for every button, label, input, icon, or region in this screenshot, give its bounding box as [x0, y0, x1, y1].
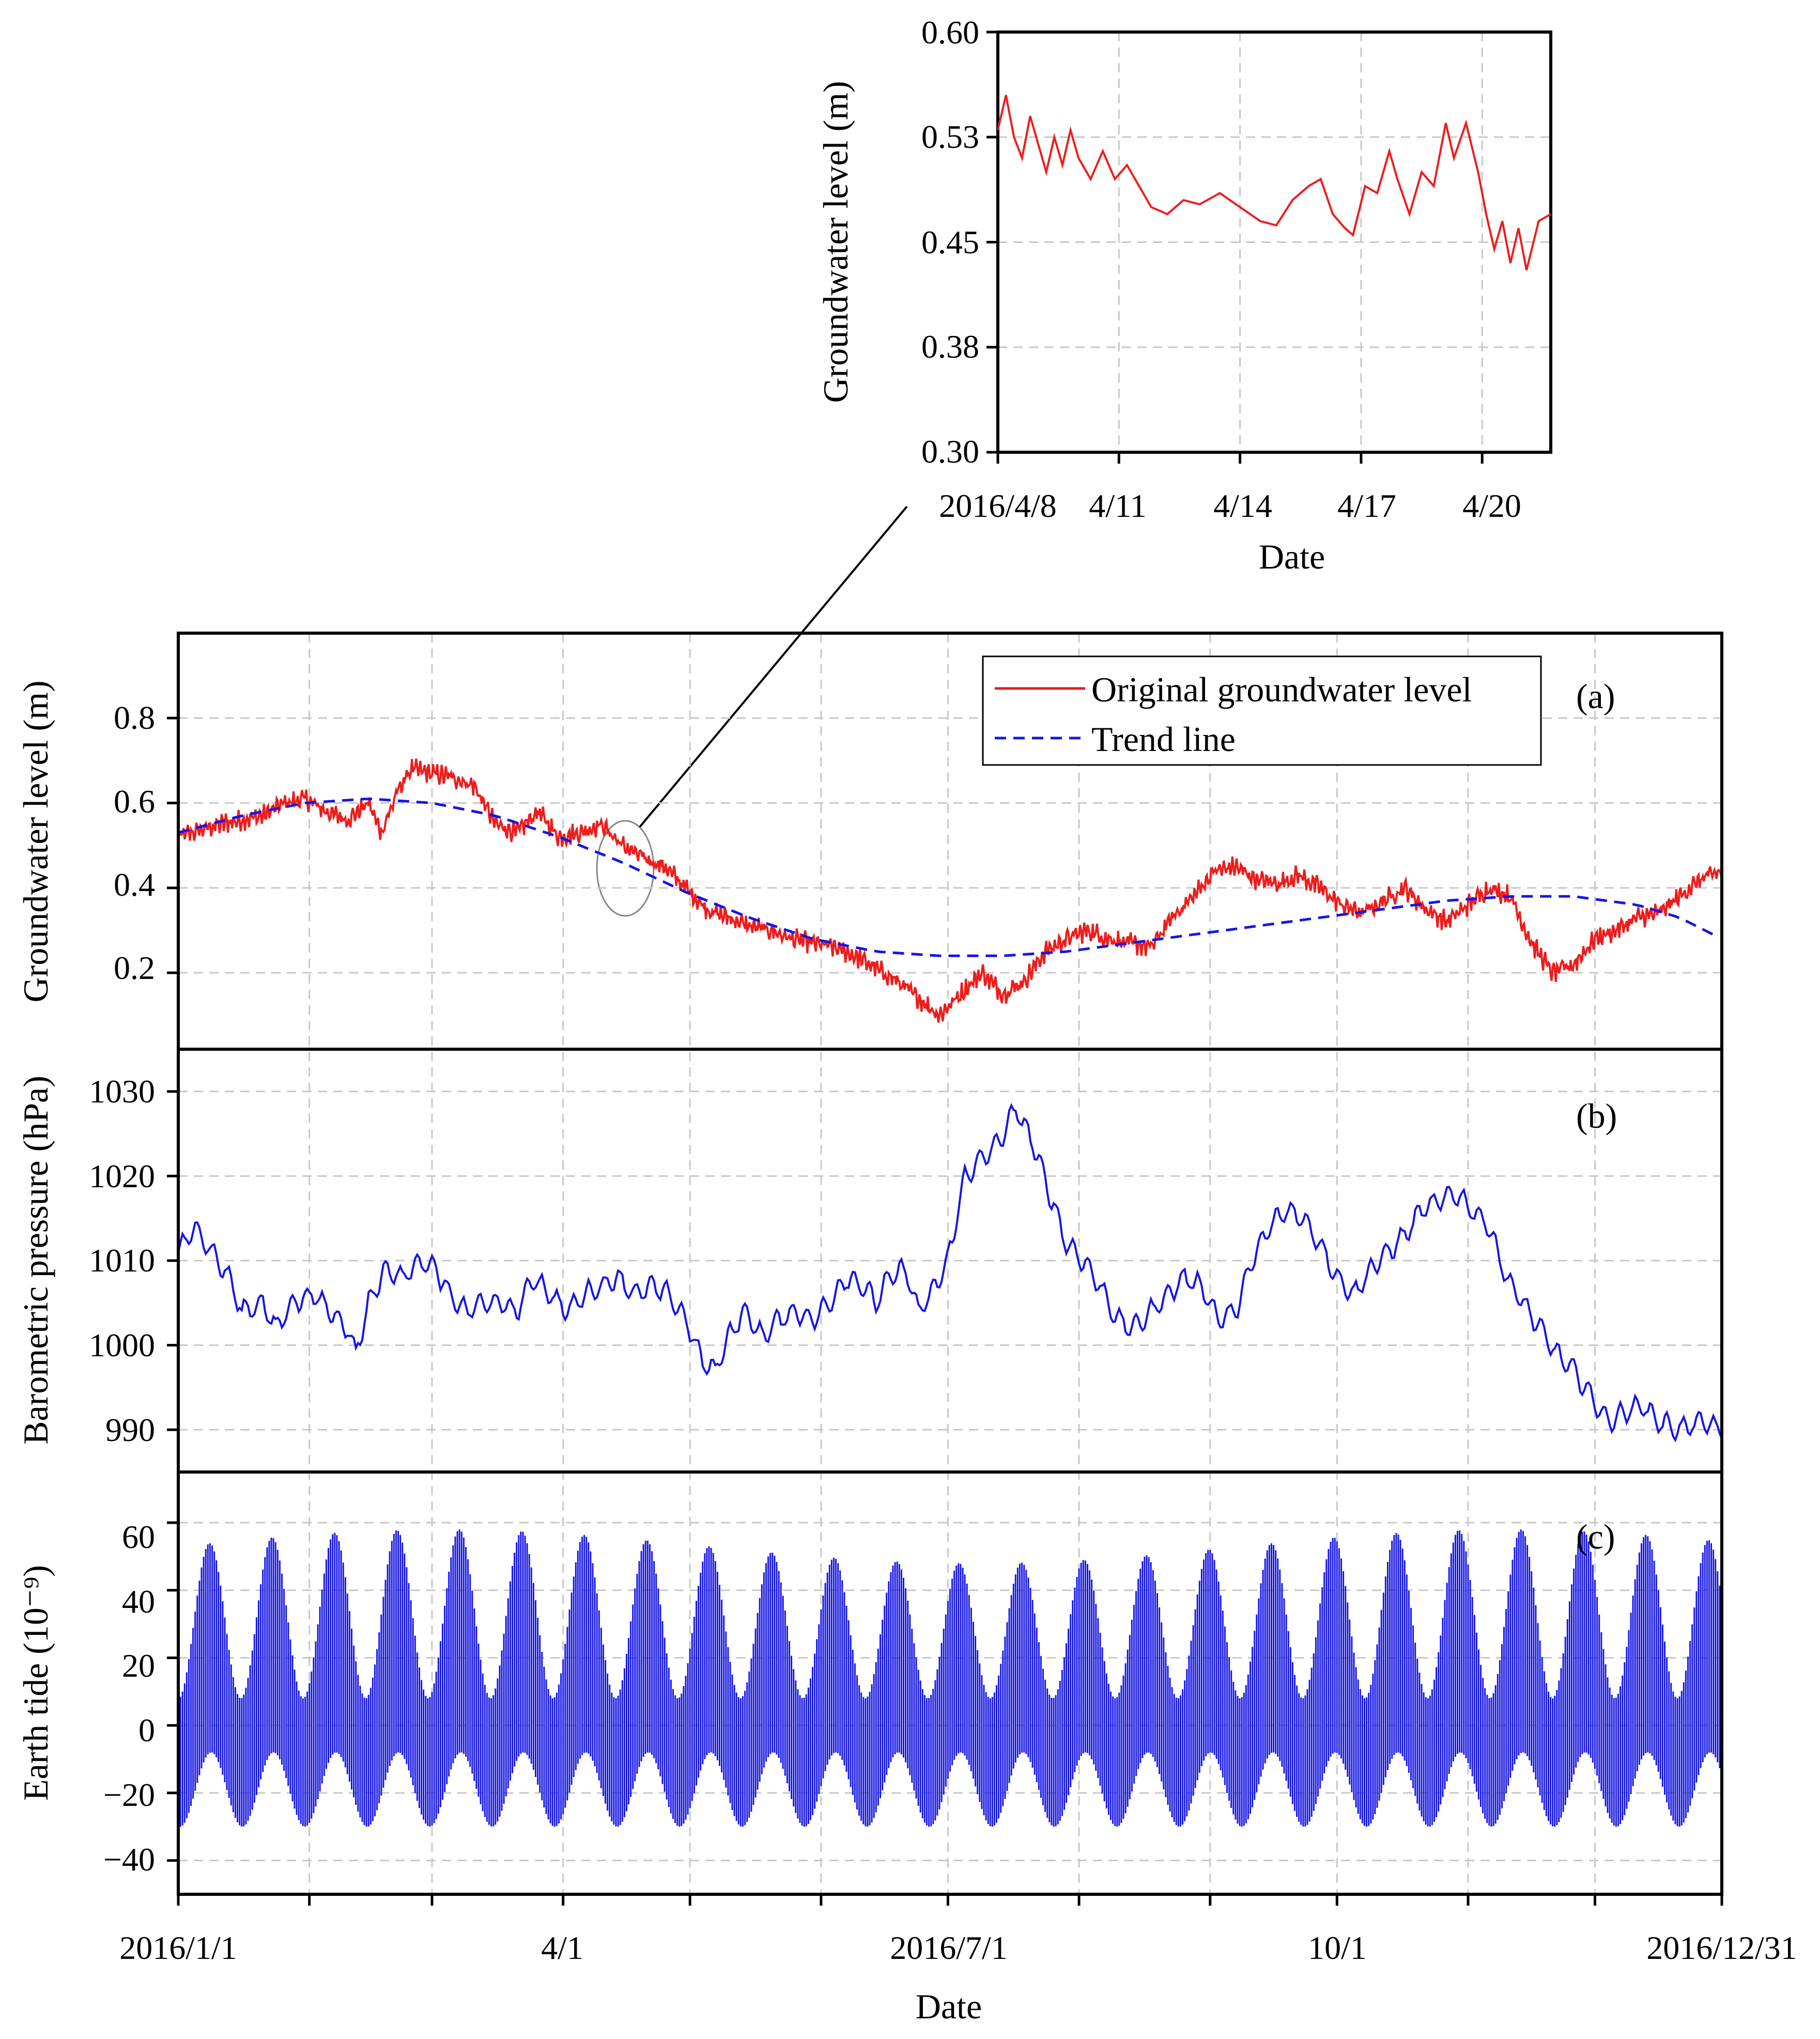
- main-ticks: [167, 716, 1723, 1906]
- legend-label-groundwater: Original groundwater level: [1091, 670, 1472, 709]
- earth-tide-series-area: [177, 1529, 1723, 1827]
- panel-a-y-tick-label: 0.8: [114, 699, 155, 736]
- panel-b-y-tick-label: 1010: [89, 1242, 155, 1279]
- inset-x-tick-label: 2016/4/8: [939, 487, 1057, 524]
- x-tick-label: 4/1: [541, 1929, 583, 1966]
- inset-panel: Groundwater level (m) Date 2016/4/8 4/11…: [816, 14, 1552, 576]
- panel-b-y-tick-label: 1030: [89, 1073, 155, 1110]
- panel-label-a: (a): [1576, 677, 1615, 716]
- inset-y-tick-label: 0.45: [921, 224, 979, 260]
- inset-y-axis-title: Groundwater level (m): [816, 81, 855, 403]
- inset-y-tick-label: 0.53: [921, 118, 979, 155]
- legend-label-trend: Trend line: [1091, 719, 1236, 759]
- main-frame: [177, 632, 1723, 1896]
- inset-y-tick-label: 0.38: [921, 328, 979, 365]
- groundwater-series-line: [177, 758, 1723, 1023]
- x-tick-label: 2016/12/31: [1646, 1929, 1797, 1966]
- panel-a-y-tick-label: 0.4: [114, 866, 155, 903]
- inset-x-tick-label: 4/20: [1462, 487, 1521, 524]
- pressure-series-line: [177, 1102, 1723, 1443]
- x-axis-title: Date: [916, 1987, 982, 2026]
- inset-x-axis-title: Date: [1259, 537, 1325, 576]
- panel-a-y-tick-label: 0.2: [114, 949, 155, 986]
- inset-series-line: [997, 95, 1551, 271]
- inset-x-tick-label: 4/14: [1213, 487, 1272, 524]
- inset-x-tick-label: 4/17: [1337, 487, 1396, 524]
- panel-c: [177, 1529, 1723, 1827]
- x-tick-label: 2016/7/1: [890, 1929, 1008, 1966]
- panel-b-y-tick-label: 1000: [89, 1327, 155, 1363]
- panel-c-y-tick-label: 0: [138, 1712, 155, 1749]
- panel-label-c: (c): [1576, 1517, 1615, 1556]
- panel-b: [177, 1102, 1723, 1443]
- panel-a-y-tick-label: 0.6: [114, 783, 155, 820]
- panel-b-y-tick-label: 1020: [89, 1158, 155, 1194]
- panel-c-y-tick-label: 60: [122, 1519, 155, 1555]
- zoom-callout-line: [639, 505, 908, 828]
- panel-b-y-axis-title: Barometric pressure (hPa): [16, 1076, 55, 1445]
- panel-label-b: (b): [1576, 1096, 1617, 1136]
- panel-c-y-axis-title: Earth tide (10⁻⁹): [16, 1565, 55, 1801]
- panel-c-y-tick-label: 40: [122, 1583, 155, 1620]
- panel-c-y-tick-label: 20: [122, 1647, 155, 1684]
- inset-y-tick-label: 0.60: [921, 14, 979, 51]
- panel-c-y-tick-label: −40: [103, 1841, 155, 1878]
- panel-c-y-tick-label: −20: [103, 1776, 155, 1813]
- legend-box: [982, 655, 1542, 766]
- inset-y-tick-label: 0.30: [921, 433, 979, 470]
- panel-a: [177, 758, 1723, 1023]
- panel-b-y-tick-label: 990: [105, 1412, 155, 1448]
- x-tick-label: 2016/1/1: [119, 1929, 237, 1966]
- inset-grid: [998, 32, 1551, 452]
- x-tick-label: 10/1: [1308, 1929, 1367, 1966]
- inset-x-tick-label: 4/11: [1089, 487, 1146, 524]
- inset-ticks: [986, 30, 1484, 464]
- panel-a-y-axis-title: Groundwater level (m): [16, 680, 55, 1002]
- legend: Original groundwater level Trend line: [982, 655, 1542, 766]
